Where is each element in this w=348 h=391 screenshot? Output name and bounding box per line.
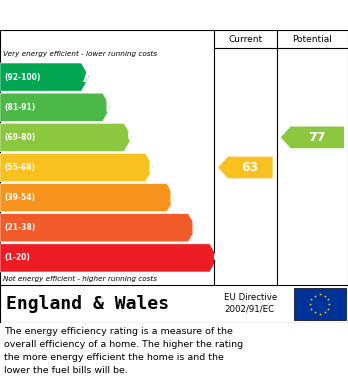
Text: F: F bbox=[190, 219, 202, 237]
Polygon shape bbox=[0, 244, 218, 272]
Text: (81-91): (81-91) bbox=[4, 103, 35, 112]
Text: Energy Efficiency Rating: Energy Efficiency Rating bbox=[9, 7, 211, 23]
Polygon shape bbox=[0, 153, 153, 181]
Text: Not energy efficient - higher running costs: Not energy efficient - higher running co… bbox=[3, 276, 157, 282]
Text: EU Directive
2002/91/EC: EU Directive 2002/91/EC bbox=[224, 292, 278, 314]
Polygon shape bbox=[0, 63, 89, 91]
Text: (92-100): (92-100) bbox=[4, 73, 40, 82]
Text: 77: 77 bbox=[309, 131, 326, 144]
Text: A: A bbox=[83, 68, 96, 86]
Text: (39-54): (39-54) bbox=[4, 193, 35, 202]
Text: (21-38): (21-38) bbox=[4, 223, 35, 232]
Text: Current: Current bbox=[228, 34, 262, 43]
Text: (1-20): (1-20) bbox=[4, 253, 30, 262]
Polygon shape bbox=[0, 183, 175, 212]
Text: 63: 63 bbox=[242, 161, 259, 174]
Text: B: B bbox=[105, 98, 117, 116]
Polygon shape bbox=[0, 214, 196, 242]
Polygon shape bbox=[218, 157, 273, 178]
Text: G: G bbox=[212, 249, 226, 267]
Text: Potential: Potential bbox=[292, 34, 332, 43]
Text: Very energy efficient - lower running costs: Very energy efficient - lower running co… bbox=[3, 51, 157, 57]
Text: E: E bbox=[169, 188, 180, 206]
Text: (69-80): (69-80) bbox=[4, 133, 35, 142]
Bar bbox=[294, 288, 346, 320]
Text: D: D bbox=[148, 158, 161, 176]
Polygon shape bbox=[280, 127, 344, 148]
Text: C: C bbox=[126, 128, 139, 146]
Text: (55-68): (55-68) bbox=[4, 163, 35, 172]
Polygon shape bbox=[0, 123, 132, 151]
Text: The energy efficiency rating is a measure of the
overall efficiency of a home. T: The energy efficiency rating is a measur… bbox=[4, 327, 243, 375]
Text: England & Wales: England & Wales bbox=[6, 295, 169, 313]
Polygon shape bbox=[0, 93, 111, 121]
